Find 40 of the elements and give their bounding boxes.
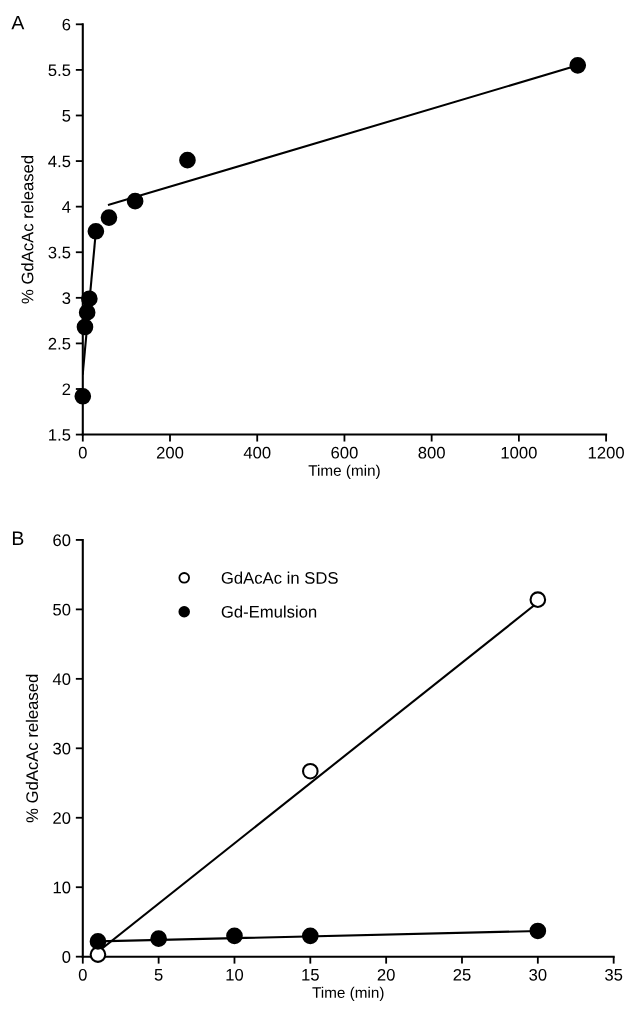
- x-tick-label: 0: [78, 968, 87, 981]
- y-tick-label: 4: [62, 201, 71, 213]
- x-tick-label: 800: [418, 446, 445, 459]
- x-tick-label: 20: [377, 968, 395, 981]
- x-tick-label: 1200: [588, 446, 624, 459]
- x-tick-label: 25: [453, 968, 471, 981]
- y-tick-label: 2: [62, 383, 71, 396]
- x-axis-title: Time (min): [308, 464, 380, 479]
- y-tick-label: 0: [62, 951, 71, 963]
- y-tick-label: 30: [53, 742, 71, 755]
- y-tick-label: 20: [53, 812, 71, 824]
- y-axis-title: % GdAcAc released: [25, 674, 39, 823]
- x-tick-label: 600: [331, 446, 358, 459]
- x-tick-label: 400: [243, 446, 271, 459]
- x-tick-label: 30: [529, 968, 547, 981]
- y-tick-label: 1.5: [49, 429, 71, 441]
- x-tick-label: 10: [226, 968, 244, 981]
- legend-label: GdAcAc in SDS: [221, 571, 338, 584]
- x-tick-label: 35: [605, 968, 623, 981]
- y-tick-label: 50: [53, 603, 71, 616]
- y-tick-label: 6: [62, 18, 71, 31]
- x-axis-title: Time (min): [312, 986, 384, 1002]
- y-tick-label: 60: [53, 534, 71, 547]
- y-tick-label: 2.5: [48, 337, 71, 350]
- text: A: [11, 15, 25, 30]
- y-tick-label: 5.5: [48, 64, 71, 77]
- x-tick-label: 0: [78, 446, 87, 459]
- x-tick-label: 1000: [501, 446, 537, 459]
- y-tick-label: 4.5: [48, 155, 71, 168]
- x-tick-label: 5: [154, 969, 163, 981]
- legend-label: Gd-Emulsion: [221, 605, 317, 618]
- x-tick-label: 15: [302, 969, 319, 981]
- y-axis-title: % GdAcAc released: [21, 155, 34, 304]
- y-tick-label: 40: [52, 673, 71, 686]
- text: B: [12, 531, 24, 545]
- y-tick-label: 5: [62, 110, 71, 122]
- y-tick-label: 10: [53, 881, 71, 894]
- y-tick-label: 3: [62, 292, 71, 305]
- x-tick-label: 200: [156, 446, 184, 459]
- y-tick-label: 3.5: [48, 246, 71, 259]
